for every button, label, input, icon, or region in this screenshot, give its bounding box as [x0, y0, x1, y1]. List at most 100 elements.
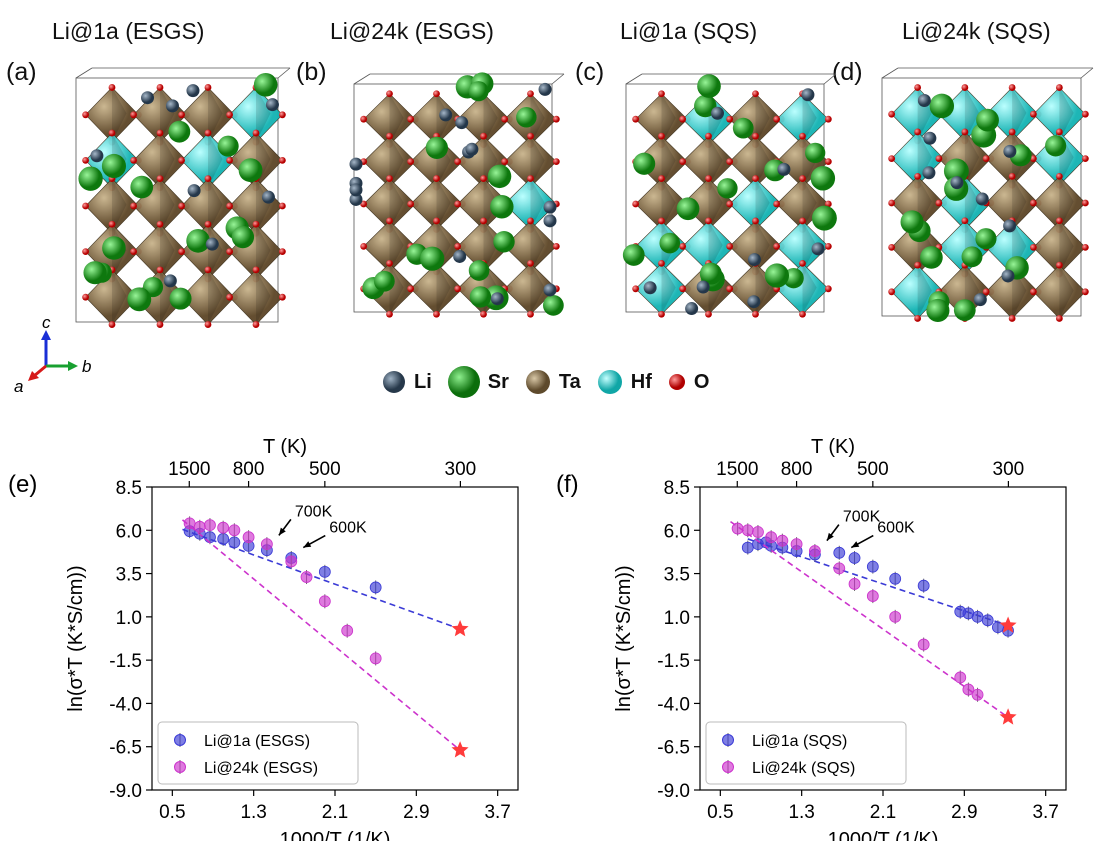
y-tick-label: 3.5 — [116, 565, 142, 586]
data-point — [242, 531, 255, 544]
panel-tag-a: (a) — [6, 58, 37, 86]
data-point — [228, 536, 241, 549]
data-point — [285, 555, 298, 568]
li-atom-icon — [383, 371, 405, 393]
data-point — [204, 531, 216, 544]
y-tick-label: 6.0 — [664, 521, 690, 542]
panel-title-b: Li@24k (ESGS) — [330, 18, 494, 44]
top-axis-label: T (K) — [811, 436, 855, 458]
top-tick-label: 1500 — [716, 459, 758, 480]
y-tick-label: 1.0 — [664, 608, 690, 629]
atom-legend-hf: Hf — [595, 367, 652, 397]
atom-legend-ta-label: Ta — [558, 370, 581, 393]
y-tick-label: -4.0 — [109, 694, 142, 715]
data-point — [833, 562, 846, 575]
y-axis-label: ln(σ*T (K*S/cm)) — [65, 565, 87, 711]
chart-legend — [705, 721, 907, 785]
data-point — [889, 572, 902, 585]
x-tick-label: 0.5 — [159, 802, 185, 823]
data-point — [183, 517, 196, 530]
legend-label: Li@1a (SQS) — [752, 733, 847, 750]
data-point — [971, 610, 984, 623]
fit-line — [730, 520, 1009, 718]
x-tick-label: 1.3 — [240, 802, 266, 823]
top-axis-label: T (K) — [263, 436, 307, 458]
data-point — [962, 683, 975, 696]
x-tick-label: 3.7 — [1032, 802, 1058, 823]
panel-tag: (e) — [8, 471, 37, 498]
atom-legend-ta: Ta — [523, 367, 581, 397]
top-tick-label: 1500 — [168, 459, 210, 480]
legend-marker — [722, 734, 734, 746]
chart-e: (e) 0.5 1.3 2.1 2.9 3.7 8.5 6.0 3.5 1.0 -1.5 -4.0 -6… — [8, 436, 519, 841]
x-tick-label: 3.7 — [484, 802, 510, 823]
sr-atom-icon — [447, 366, 480, 398]
data-point — [752, 526, 764, 538]
panel-tag-b: (b) — [296, 58, 327, 86]
fit-line — [182, 528, 461, 630]
data-point — [204, 519, 216, 531]
extrapolated-star — [999, 616, 1017, 633]
y-tick-label: 8.5 — [664, 478, 690, 499]
data-point — [741, 524, 754, 537]
top-tick-label: 800 — [233, 459, 265, 480]
extrapolated-star — [451, 620, 469, 637]
annotation-arrowhead — [278, 527, 286, 536]
annotation-label: 600K — [877, 520, 915, 537]
y-tick-label: -6.5 — [657, 738, 690, 759]
o-atom-icon — [668, 374, 685, 390]
y-tick-label: 6.0 — [116, 521, 142, 542]
x-axis-label: 1000/T (1/K) — [280, 829, 391, 841]
data-point — [217, 533, 230, 545]
fit-line — [181, 519, 461, 751]
y-tick-label: 1.0 — [116, 608, 142, 629]
x-tick-label: 0.5 — [707, 802, 733, 823]
crystal-axis-indicator: c a b — [14, 318, 91, 396]
top-tick-label: 500 — [857, 459, 889, 480]
data-point — [228, 524, 241, 537]
y-tick-label: -1.5 — [657, 651, 690, 672]
crystal-structure-c — [622, 73, 837, 318]
atom-legend: Li Sr Ta Hf O — [380, 364, 723, 400]
data-point — [917, 638, 930, 651]
hf-atom-icon — [597, 370, 622, 394]
legend-label: Li@24k (ESGS) — [204, 760, 318, 777]
y-tick-label: -9.0 — [109, 781, 142, 802]
crystal-structure-a — [75, 67, 291, 328]
data-point — [790, 538, 803, 551]
annotation-arrowhead — [826, 532, 834, 541]
y-tick-label: -9.0 — [657, 781, 690, 802]
panel-tag-c: (c) — [575, 58, 605, 86]
x-axis-label: 1000/T (1/K) — [828, 829, 939, 841]
extrapolated-star — [451, 741, 469, 758]
data-point — [341, 624, 354, 637]
y-tick-label: 8.5 — [116, 478, 142, 499]
axis-label-a: a — [14, 377, 23, 396]
annotation-arrowhead — [303, 541, 312, 548]
data-point — [848, 578, 861, 590]
data-point — [369, 581, 382, 594]
panel-title-a: Li@1a (ESGS) — [52, 18, 205, 44]
y-tick-label: -1.5 — [109, 651, 142, 672]
data-point — [889, 610, 902, 623]
data-point — [776, 534, 789, 547]
data-point — [260, 538, 273, 551]
data-point — [981, 614, 994, 627]
data-point — [954, 671, 967, 684]
annotation-arrowhead — [851, 541, 860, 548]
legend-marker — [174, 734, 186, 746]
y-tick-label: -6.5 — [109, 738, 142, 759]
x-tick-label: 1.3 — [788, 802, 814, 823]
panel-tag-d: (d) — [832, 58, 863, 86]
data-point — [731, 522, 744, 535]
atom-legend-li-label: Li — [414, 370, 432, 393]
axis-label-b: b — [82, 357, 91, 376]
atom-legend-sr-label: Sr — [487, 370, 509, 393]
top-tick-label: 800 — [781, 459, 813, 480]
data-point — [917, 579, 930, 592]
atom-legend-li: Li — [380, 368, 432, 396]
legend-marker — [722, 761, 734, 773]
axis-label-c: c — [42, 318, 51, 332]
top-tick-label: 300 — [993, 459, 1025, 480]
annotation-label: 700K — [843, 509, 881, 526]
